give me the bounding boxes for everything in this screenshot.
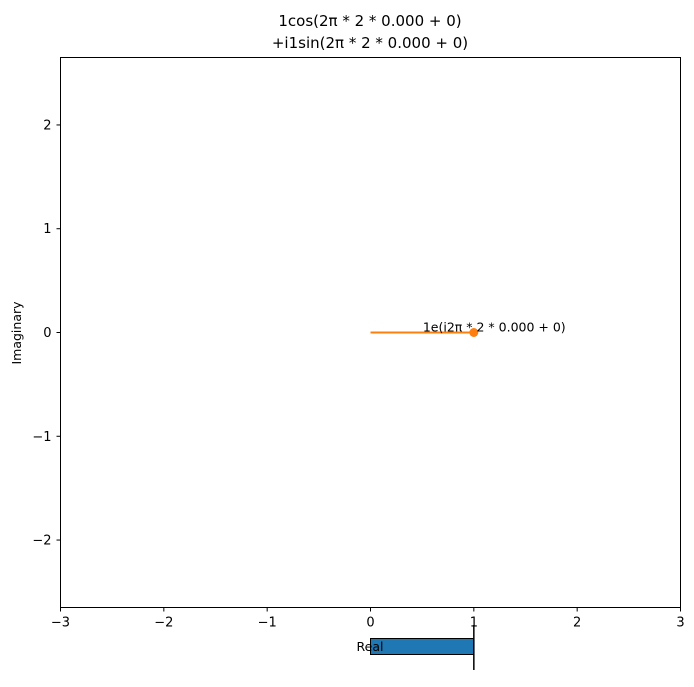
x-tick-label: 1 <box>470 616 478 631</box>
real-part-bar <box>370 638 475 655</box>
y-tick-label: 2 <box>43 118 51 133</box>
series-layer <box>370 328 479 337</box>
y-tick-label: 1 <box>43 222 51 237</box>
x-tick-label: 3 <box>676 616 684 631</box>
phasor-annotation: 1e(i2π * 2 * 0.000 + 0) <box>423 320 566 335</box>
x-axis-ticks: −3 −2 −1 0 1 2 3 <box>51 607 685 631</box>
x-tick-label: 0 <box>366 616 374 631</box>
x-tick-label: 2 <box>573 616 581 631</box>
x-tick-label: −2 <box>154 616 173 631</box>
x-tick-label: −1 <box>258 616 277 631</box>
chart-title-line-2: +i1sin(2π * 2 * 0.000 + 0) <box>272 34 468 52</box>
y-tick-label: −1 <box>32 430 51 445</box>
y-tick-label: −2 <box>32 534 51 549</box>
y-tick-label: 0 <box>43 326 51 341</box>
phasor-point <box>469 328 479 337</box>
x-axis-label: Real <box>357 639 384 654</box>
y-axis-label: Imaginary <box>9 301 24 365</box>
x-tick-label: −3 <box>51 616 70 631</box>
y-axis-ticks: −2 −1 0 1 2 <box>32 118 61 549</box>
chart-title-line-1: 1cos(2π * 2 * 0.000 + 0) <box>278 12 461 30</box>
